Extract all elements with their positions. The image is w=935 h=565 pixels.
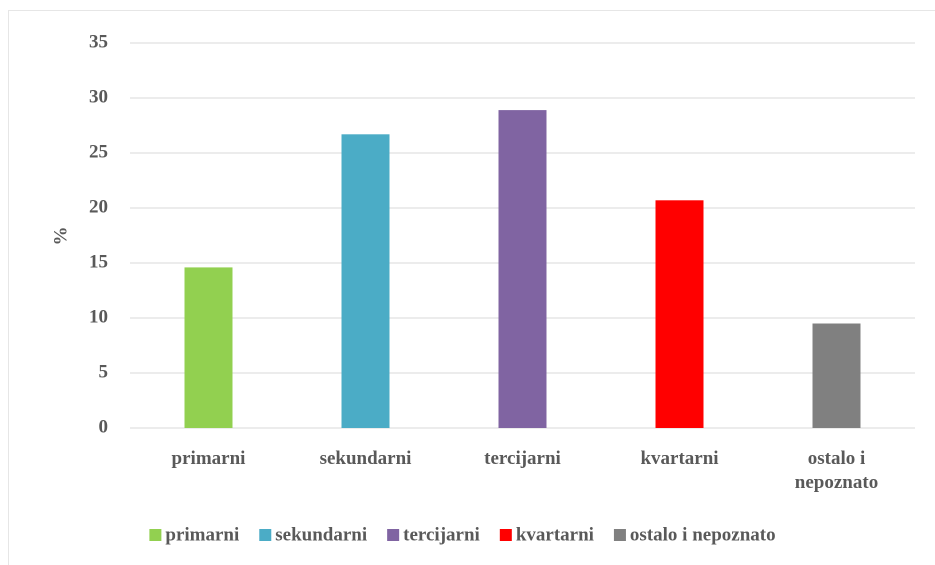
x-tick-label-box: tercijarni: [484, 448, 561, 469]
y-tick-label: 30: [89, 86, 108, 107]
y-tick-label: 35: [89, 31, 108, 52]
x-tick-label: tercijarni: [484, 448, 561, 469]
y-tick-label: 15: [89, 251, 108, 272]
legend-label: tercijarni: [403, 524, 480, 545]
legend-swatch: [613, 529, 626, 541]
y-tick-label: 10: [89, 306, 108, 327]
x-tick-label: ostalo i nepoznato: [794, 448, 879, 493]
legend-swatch: [387, 529, 400, 541]
bar: [655, 200, 704, 428]
legend-label: ostalo i nepoznato: [630, 524, 776, 545]
x-tick-label: kvartarni: [640, 448, 719, 469]
legend-label: kvartarni: [516, 524, 594, 545]
x-tick-label: primarni: [171, 448, 246, 469]
bar: [184, 267, 233, 428]
legend-swatch: [149, 529, 162, 541]
legend-swatch: [499, 529, 512, 541]
legend-swatch: [259, 529, 272, 541]
y-tick-label: 0: [99, 416, 109, 437]
x-tick-label-box: primarni: [171, 448, 246, 469]
legend-label: sekundarni: [275, 524, 367, 545]
chart-frame: [8, 10, 935, 565]
y-tick-label: 5: [99, 361, 109, 382]
x-tick-label-box: ostalo i nepoznato: [794, 448, 879, 493]
y-axis-label: %: [50, 227, 71, 246]
x-tick-label: sekundarni: [319, 448, 412, 469]
legend-label: primarni: [165, 524, 239, 545]
legend: primarni sekundarni tercijarni kvartarni ost…: [149, 524, 776, 545]
bar: [812, 323, 861, 428]
y-tick-label: 25: [89, 141, 108, 162]
x-tick-label-box: sekundarni: [319, 448, 412, 469]
y-tick-label: 20: [89, 196, 108, 217]
bar: [341, 134, 390, 429]
bar: [498, 110, 547, 428]
x-tick-label-box: kvartarni: [640, 448, 719, 469]
